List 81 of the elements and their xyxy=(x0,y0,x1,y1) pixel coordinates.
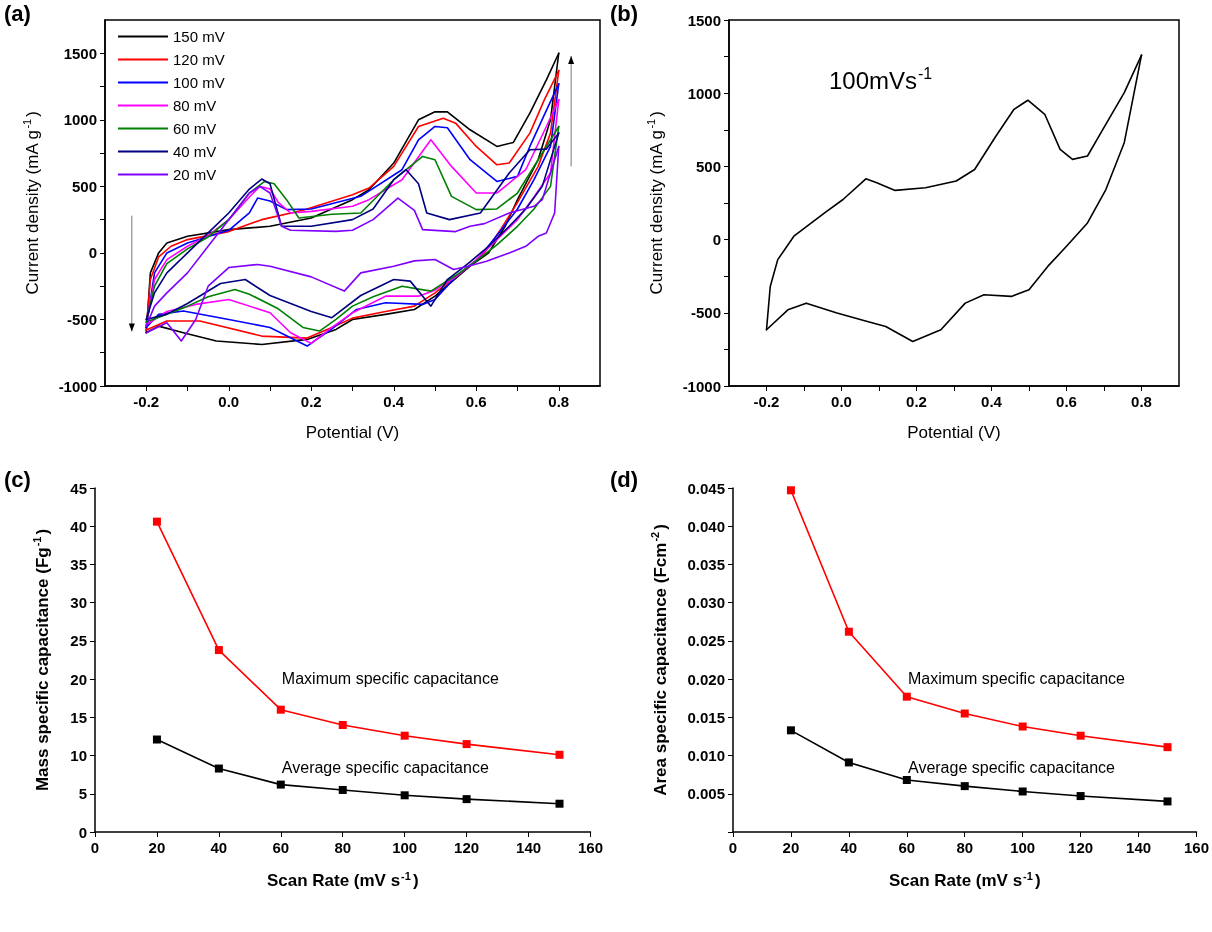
x-tick-label: 20 xyxy=(782,839,800,856)
y-tick-label: 0.030 xyxy=(687,594,725,612)
y-tick-label: 5 xyxy=(78,785,87,803)
x-tick-label: 0 xyxy=(728,839,738,856)
y-tick-label: 10 xyxy=(70,747,87,765)
y-tick-label: 500 xyxy=(71,177,97,195)
legend-label: 60 mV xyxy=(173,120,217,137)
x-tick-label: 0.8 xyxy=(1131,393,1152,410)
y-tick-label: 0.045 xyxy=(687,479,725,497)
y-axis-title: Current density (mA g-1) xyxy=(21,111,42,295)
annotation: Maximum specific capacitance xyxy=(281,669,499,687)
y-tick-label: 0 xyxy=(88,244,97,262)
y-tick-label: 500 xyxy=(695,157,721,175)
y-tick-label: -1000 xyxy=(58,377,97,395)
y-tick-label: 1000 xyxy=(63,111,97,129)
x-tick-label: 0.8 xyxy=(548,393,570,410)
legend-label: 150 mV xyxy=(173,28,225,45)
y-tick-label: 0.025 xyxy=(687,632,725,650)
y-tick-label: 30 xyxy=(70,594,87,612)
y-tick-label: 1500 xyxy=(63,44,97,62)
text: (a) xyxy=(4,0,31,26)
legend-label: 100 mV xyxy=(173,74,225,91)
x-tick-label: 160 xyxy=(577,839,603,856)
legend-label: 40 mV xyxy=(173,143,217,160)
annotation: Average specific capacitance xyxy=(281,759,489,777)
y-axis-title: Mass specific capacitance (Fg-1) xyxy=(31,528,52,792)
text: (d) xyxy=(610,466,639,492)
legend-label: 80 mV xyxy=(173,97,217,114)
x-tick-label: 0.2 xyxy=(906,393,927,410)
legend-label: 120 mV xyxy=(173,51,225,68)
x-tick-label: 80 xyxy=(956,839,974,856)
annotation: Average specific capacitance xyxy=(908,759,1116,777)
y-tick-label: 45 xyxy=(70,479,87,497)
x-tick-label: 40 xyxy=(840,839,858,856)
x-tick-label: 0.2 xyxy=(300,393,322,410)
y-axis-title: Current density (mA g-1) xyxy=(645,111,666,295)
legend-label: 20 mV xyxy=(173,166,217,183)
y-tick-label: 0.035 xyxy=(687,555,725,573)
x-tick-label: 40 xyxy=(210,839,228,856)
x-tick-label: 80 xyxy=(334,839,352,856)
x-tick-label: 120 xyxy=(1068,839,1094,856)
x-tick-label: 140 xyxy=(1126,839,1152,856)
x-tick-label: 0.6 xyxy=(465,393,487,410)
x-tick-label: 60 xyxy=(898,839,916,856)
x-axis-title: Potential (V) xyxy=(305,423,400,442)
x-tick-label: 0.4 xyxy=(981,393,1003,410)
x-tick-label: 100 xyxy=(392,839,418,856)
y-axis-title: Area specific capacitance (Fcm-2) xyxy=(649,524,670,796)
y-tick-label: -500 xyxy=(690,304,721,322)
x-tick-label: 140 xyxy=(516,839,542,856)
x-tick-label: 0.6 xyxy=(1056,393,1077,410)
y-tick-label: 0 xyxy=(712,231,721,249)
y-tick-label: 0 xyxy=(78,823,87,841)
y-tick-label: 40 xyxy=(70,517,87,535)
y-tick-label: 35 xyxy=(70,555,87,573)
text: (c) xyxy=(4,466,31,492)
y-tick-label: 1500 xyxy=(687,11,721,29)
y-tick-label: -1000 xyxy=(682,377,721,395)
y-tick-label: 25 xyxy=(70,632,87,650)
x-axis-title: Potential (V) xyxy=(907,423,1001,442)
y-tick-label: 0.020 xyxy=(687,670,725,688)
x-tick-label: 0.0 xyxy=(831,393,852,410)
x-tick-label: -0.2 xyxy=(133,393,160,410)
x-tick-label: 0.4 xyxy=(383,393,405,410)
x-tick-label: 0.0 xyxy=(218,393,240,410)
x-tick-label: 60 xyxy=(272,839,290,856)
x-tick-label: 120 xyxy=(454,839,480,856)
x-tick-label: 100 xyxy=(1010,839,1036,856)
x-tick-label: -0.2 xyxy=(753,393,780,410)
text: (b) xyxy=(610,0,639,26)
annotation: Maximum specific capacitance xyxy=(908,669,1126,687)
x-tick-label: 160 xyxy=(1183,839,1209,856)
y-tick-label: -500 xyxy=(66,310,97,328)
x-tick-label: 20 xyxy=(148,839,166,856)
y-tick-label: 15 xyxy=(70,708,87,726)
y-tick-label: 0.040 xyxy=(687,517,725,535)
y-tick-label: 20 xyxy=(70,670,87,688)
y-tick-label: 0.015 xyxy=(687,708,725,726)
y-tick-label: 0.010 xyxy=(687,747,725,765)
y-tick-label: 1000 xyxy=(687,84,721,102)
y-tick-label: 0.005 xyxy=(687,785,725,803)
